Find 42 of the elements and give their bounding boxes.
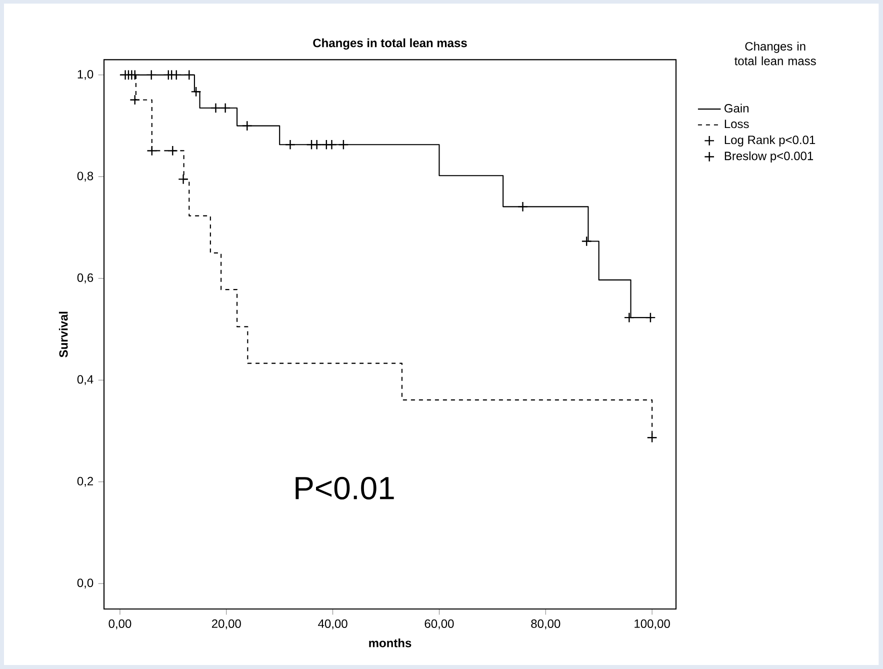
point	[312, 139, 322, 150]
x-tick-label: 60,00	[424, 619, 454, 630]
point	[220, 102, 231, 114]
point	[210, 102, 222, 114]
point	[171, 70, 182, 80]
x-tick-label: 100,00	[634, 619, 670, 630]
x-tick-label: 20,00	[212, 619, 241, 630]
point	[190, 86, 202, 97]
point	[146, 145, 158, 156]
x-axis-title: months	[369, 638, 412, 648]
legend-label: Gain	[724, 104, 748, 113]
y-tick-label: 0,2	[77, 476, 93, 487]
y-tick-label: 0,4	[77, 375, 94, 386]
y-axis-title: Survival	[58, 312, 68, 358]
point	[130, 70, 140, 80]
point	[517, 201, 528, 212]
y-tick-label: 0,8	[77, 172, 94, 182]
point	[338, 139, 349, 150]
legend-label: Log Rank p<0.01	[724, 135, 816, 147]
point	[284, 139, 296, 150]
x-tick-label: 80,00	[531, 619, 560, 630]
point	[624, 312, 634, 323]
legend-label: Loss	[724, 120, 749, 128]
point	[130, 94, 140, 106]
point	[646, 432, 658, 443]
point	[645, 312, 656, 323]
annotation: P<0.01	[296, 476, 394, 500]
point	[184, 70, 194, 80]
y-tick-label: 1,0	[78, 70, 94, 80]
y-tick-label: 0,0	[77, 578, 94, 589]
point	[178, 174, 189, 184]
x-tick-label: 0,00	[108, 619, 132, 630]
point	[167, 145, 178, 156]
point	[146, 70, 157, 80]
legend-label: Breslow p<0.001	[724, 151, 814, 163]
y-tick-label: 0,6	[77, 273, 94, 284]
point	[242, 120, 252, 132]
point	[326, 139, 338, 150]
chart-title: Changes in total lean mass	[313, 38, 467, 50]
point	[581, 236, 592, 247]
x-tick-label: 40,00	[318, 619, 348, 630]
legend-title: Changes in total lean mass	[734, 42, 816, 66]
